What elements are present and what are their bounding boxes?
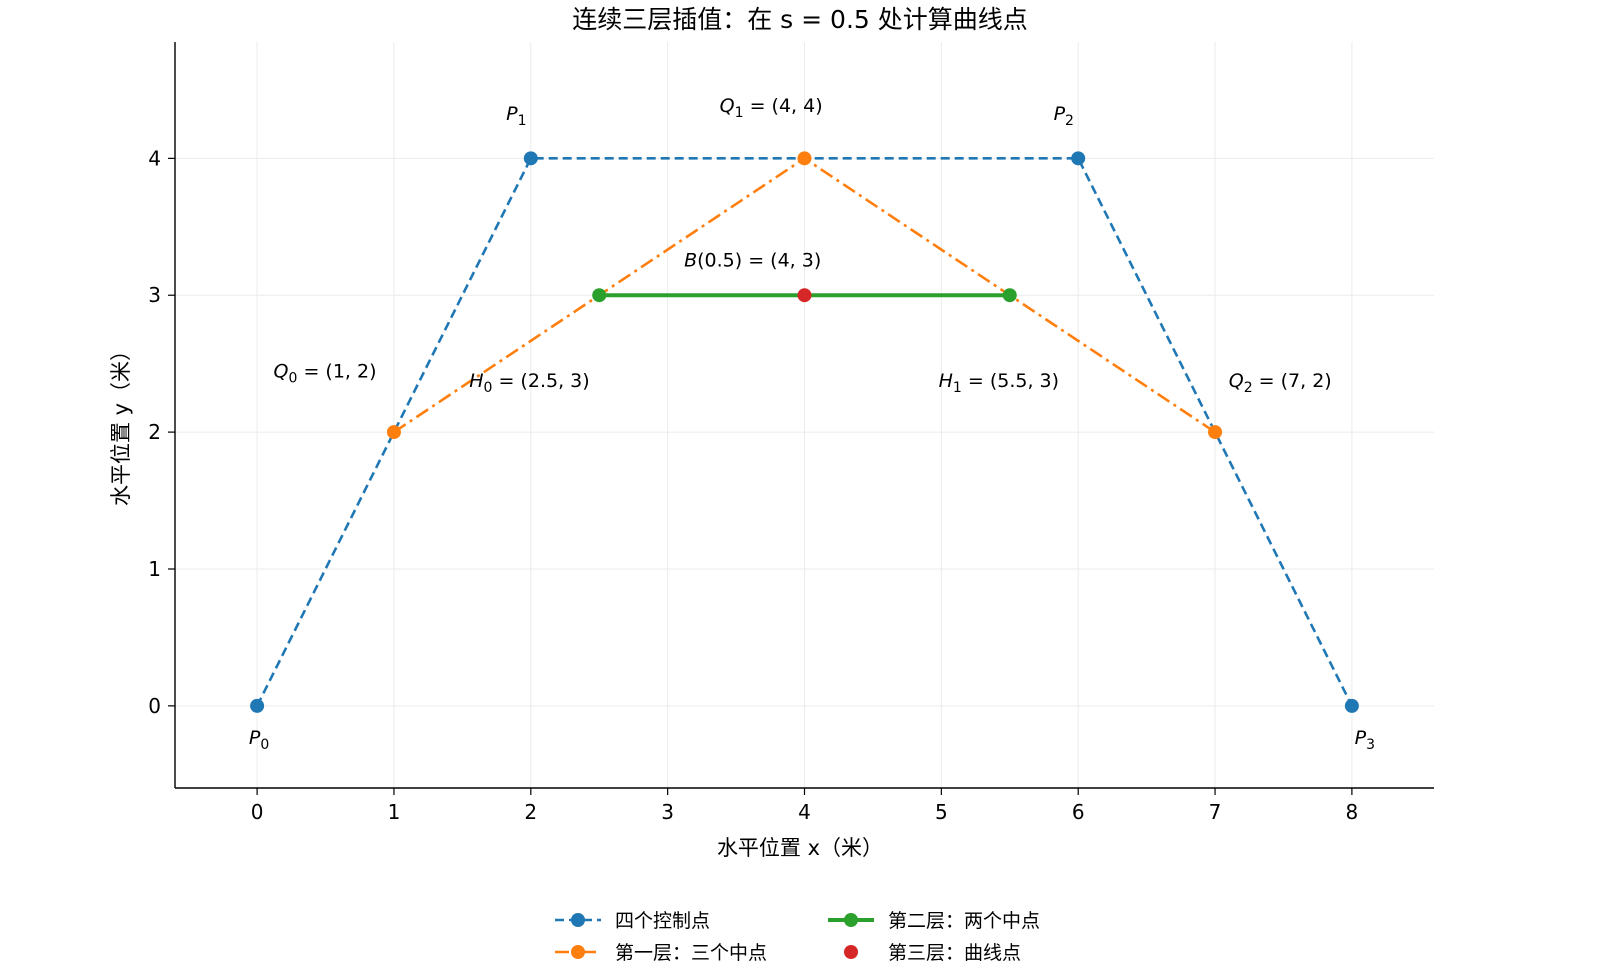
annotation-base: B — [684, 249, 697, 271]
annotation-base: Q — [720, 95, 735, 117]
annotation-label: H0 = (2.5, 3) — [469, 370, 589, 396]
annotation-rest: = (7, 2) — [1253, 370, 1332, 392]
x-tick-label: 3 — [661, 800, 674, 824]
annotation-rest: = (5.5, 3) — [962, 370, 1059, 392]
legend-marker-0 — [571, 913, 585, 927]
annotation-base: H — [469, 370, 483, 392]
annotation-subscript: 1 — [953, 380, 962, 396]
x-tick-label: 1 — [388, 800, 401, 824]
y-tick-label: 3 — [148, 283, 161, 307]
annotation-rest: = (1, 2) — [297, 360, 376, 382]
annotation-label: Q0 = (1, 2) — [274, 360, 377, 386]
x-tick-label: 0 — [251, 800, 264, 824]
annotation-label: Q1 = (4, 4) — [720, 95, 823, 121]
series-2-point — [1002, 288, 1017, 303]
series-3-point — [797, 288, 812, 303]
annotation-subscript: 2 — [1244, 380, 1253, 396]
y-tick-label: 1 — [148, 557, 161, 581]
series-group — [250, 151, 1359, 713]
series-0-point — [250, 698, 265, 713]
annotation-base: P — [1054, 103, 1066, 125]
series-1-point — [797, 151, 812, 166]
legend-label-2: 第二层：两个中点 — [888, 910, 1040, 932]
annotation-base: P — [249, 727, 261, 749]
y-tick-label: 4 — [148, 146, 161, 170]
legend-marker-1 — [571, 945, 585, 959]
annotation-label: B(0.5) = (4, 3) — [684, 249, 821, 271]
series-1-point — [1208, 425, 1223, 440]
x-tick-label: 6 — [1072, 800, 1085, 824]
x-tick-label: 8 — [1346, 800, 1359, 824]
legend-marker-3 — [844, 945, 858, 959]
chart-title: 连续三层插值：在 s = 0.5 处计算曲线点 — [572, 5, 1028, 34]
annotation-label: P0 — [249, 727, 269, 753]
annotation-subscript: 1 — [735, 105, 744, 121]
annotation-base: P — [506, 103, 518, 125]
annotation-base: Q — [274, 360, 289, 382]
x-tick-label: 7 — [1209, 800, 1222, 824]
annotation-label: P2 — [1054, 103, 1074, 129]
annotation-base: H — [939, 370, 953, 392]
annotation-rest: = (2.5, 3) — [492, 370, 589, 392]
x-tick-label: 5 — [935, 800, 948, 824]
x-axis-label: 水平位置 x（米） — [717, 836, 883, 860]
series-2-point — [592, 288, 607, 303]
legend-label-3: 第三层：曲线点 — [888, 942, 1021, 964]
annotation-base: P — [1355, 727, 1367, 749]
series-0-point — [1071, 151, 1086, 166]
annotation-subscript: 0 — [288, 370, 297, 386]
y-tick-label: 2 — [148, 420, 161, 444]
annotation-rest: = (4, 4) — [744, 95, 823, 117]
annotation-label: P1 — [506, 103, 526, 129]
annotation-label: H1 = (5.5, 3) — [939, 370, 1059, 396]
x-ticks: 0 1 2 3 4 5 6 7 8 — [251, 788, 1359, 824]
series-1-point — [386, 425, 401, 440]
legend-marker-2 — [844, 913, 858, 927]
legend-label-0: 四个控制点 — [615, 910, 710, 932]
annotation-label: Q2 = (7, 2) — [1229, 370, 1332, 396]
annotation-label: P3 — [1355, 727, 1375, 753]
annotation-rest: (0.5) = (4, 3) — [697, 249, 821, 271]
annotation-subscript: 2 — [1065, 113, 1074, 129]
annotation-subscript: 1 — [518, 113, 527, 129]
y-axis-label: 水平位置 y（米） — [109, 340, 133, 506]
annotation-base: Q — [1229, 370, 1244, 392]
annotation-subscript: 3 — [1366, 737, 1375, 753]
y-ticks: 0 1 2 3 4 — [148, 146, 175, 718]
x-tick-label: 4 — [798, 800, 811, 824]
series-0-point — [1344, 698, 1359, 713]
y-tick-label: 0 — [148, 694, 161, 718]
legend-label-1: 第一层：三个中点 — [615, 942, 767, 964]
annotation-subscript: 0 — [260, 737, 269, 753]
series-0-point — [523, 151, 538, 166]
annotation-subscript: 0 — [484, 380, 493, 396]
x-tick-label: 2 — [524, 800, 537, 824]
